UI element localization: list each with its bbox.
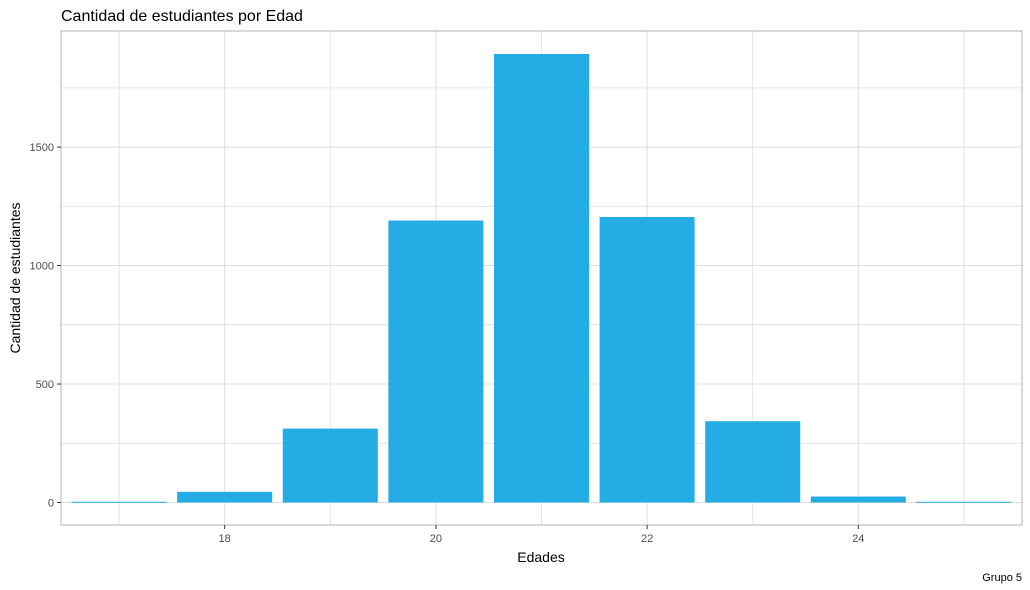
bar-age-23 xyxy=(705,421,801,503)
y-axis-ticks: 0 500 1000 1500 xyxy=(30,142,61,509)
x-tick-label: 18 xyxy=(219,533,231,545)
x-tick-label: 20 xyxy=(430,533,442,545)
x-axis-ticks: 18 20 22 24 xyxy=(219,525,864,545)
panel-border xyxy=(60,30,1023,526)
caption: Grupo 5 xyxy=(982,572,1022,584)
bar-age-19 xyxy=(282,428,378,503)
bars xyxy=(71,53,1012,503)
y-tick-label: 1500 xyxy=(30,142,54,154)
bar-age-24 xyxy=(810,496,906,503)
y-axis-label: Cantidad de estudiantes xyxy=(7,203,23,354)
x-tick-label: 22 xyxy=(641,533,653,545)
bar-age-20 xyxy=(388,220,484,503)
bar-age-22 xyxy=(599,216,695,503)
x-tick-label: 24 xyxy=(852,533,864,545)
y-tick-label: 1000 xyxy=(30,261,54,273)
bar-age-21 xyxy=(493,53,590,503)
x-axis-label: Edades xyxy=(517,549,564,565)
bar-age-25 xyxy=(916,501,1012,503)
y-tick-label: 500 xyxy=(36,379,54,391)
y-tick-label: 0 xyxy=(48,497,54,509)
chart-title: Cantidad de estudiantes por Edad xyxy=(61,8,303,25)
bar-age-18 xyxy=(177,491,273,503)
bar-age-17 xyxy=(71,501,167,503)
